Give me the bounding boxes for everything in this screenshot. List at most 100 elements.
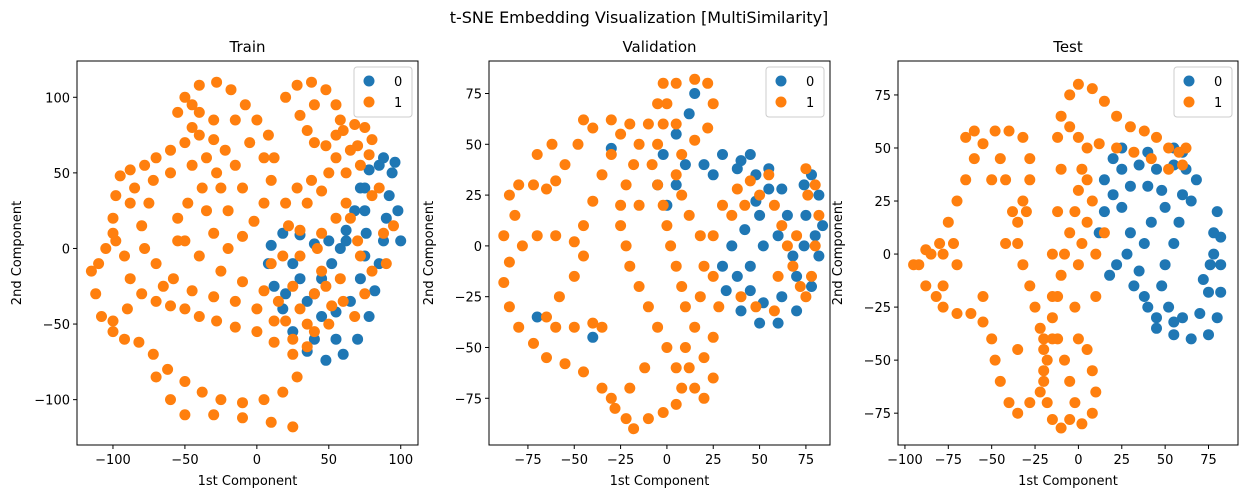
scatter-point-class-1 (657, 118, 669, 130)
scatter-point-class-1 (133, 336, 145, 348)
scatter-point-class-1 (316, 227, 328, 239)
scatter-point-class-0 (772, 317, 784, 329)
scatter-point-class-0 (1124, 227, 1136, 239)
scatter-point-class-1 (498, 230, 510, 242)
scatter-point-class-1 (186, 99, 198, 111)
scatter-point-class-1 (624, 382, 636, 394)
scatter-point-class-1 (1046, 312, 1058, 324)
scatter-point-class-1 (268, 152, 280, 164)
scatter-point-class-1 (1151, 131, 1162, 143)
scatter-point-class-0 (720, 285, 732, 297)
scatter-point-class-1 (222, 243, 234, 254)
scatter-point-class-1 (265, 174, 277, 186)
scatter-point-class-1 (937, 301, 949, 313)
scatter-point-class-1 (620, 240, 632, 252)
scatter-point-class-1 (1007, 206, 1018, 218)
scatter-point-class-1 (661, 220, 673, 232)
scatter-point-class-1 (291, 79, 303, 91)
scatter-point-class-1 (503, 189, 515, 201)
scatter-point-class-1 (110, 190, 122, 202)
scatter-point-class-1 (1052, 206, 1064, 218)
x-tick-label: 0 (663, 453, 671, 468)
scatter-point-class-1 (229, 295, 241, 307)
scatter-point-class-0 (1197, 274, 1209, 285)
scatter-point-class-1 (763, 169, 775, 181)
scatter-point-class-1 (726, 209, 738, 221)
scatter-point-class-1 (615, 128, 627, 140)
scatter-point-class-1 (1180, 142, 1192, 154)
scatter-point-class-0 (1185, 195, 1197, 207)
scatter-point-class-1 (559, 358, 571, 370)
scatter-point-class-1 (215, 182, 227, 194)
scatter-point-class-1 (359, 288, 371, 300)
x-tick-label: −100 (95, 453, 131, 468)
scatter-point-class-0 (1168, 316, 1180, 328)
scatter-point-class-1 (124, 164, 136, 176)
scatter-point-class-0 (277, 227, 289, 239)
scatter-point-class-1 (578, 114, 589, 126)
scatter-point-class-1 (1003, 125, 1015, 137)
x-tick-label: 25 (705, 453, 722, 468)
scatter-point-class-1 (100, 243, 112, 254)
scatter-point-class-1 (308, 326, 320, 338)
scatter-point-class-1 (1124, 121, 1136, 133)
scatter-point-class-1 (652, 179, 664, 191)
scatter-point-class-0 (817, 220, 829, 232)
scatter-point-class-0 (1190, 174, 1202, 186)
axes-frame (897, 60, 1239, 446)
scatter-point-class-1 (679, 301, 691, 313)
scatter-point-class-1 (1076, 418, 1088, 430)
scatter-point-class-1 (1052, 131, 1064, 143)
scatter-point-class-1 (258, 197, 270, 209)
scatter-point-class-1 (670, 398, 682, 410)
scatter-point-class-1 (568, 236, 580, 248)
scatter-point-class-0 (531, 311, 543, 323)
legend-label: 1 (806, 96, 814, 111)
scatter-point-class-1 (277, 250, 289, 262)
scatter-point-class-1 (215, 394, 227, 406)
subplot-title: Train (229, 38, 266, 56)
scatter-point-class-1 (1052, 291, 1064, 302)
scatter-point-class-1 (642, 413, 654, 425)
scatter-point-class-1 (193, 79, 205, 91)
scatter-point-class-1 (1086, 407, 1098, 419)
scatter-point-class-1 (258, 285, 270, 297)
scatter-points (498, 73, 829, 435)
scatter-point-class-1 (639, 362, 651, 374)
scatter-point-class-1 (340, 167, 352, 179)
scatter-point-class-1 (1024, 174, 1036, 186)
scatter-point-class-1 (702, 77, 714, 89)
scatter-point-class-1 (306, 76, 317, 88)
scatter-point-class-0 (316, 311, 328, 322)
scatter-point-class-0 (813, 250, 825, 262)
scatter-point-class-0 (683, 108, 695, 120)
scatter-point-class-1 (1017, 259, 1029, 271)
scatter-point-class-0 (744, 260, 756, 272)
scatter-point-class-1 (363, 149, 375, 161)
scatter-point-class-0 (1128, 280, 1140, 292)
legend-marker-class-0 (1183, 75, 1195, 87)
scatter-point-class-1 (657, 199, 669, 211)
scatter-point-class-1 (1024, 153, 1036, 165)
y-tick-label: 50 (465, 138, 482, 153)
scatter-point-class-1 (301, 341, 313, 353)
scatter-point-class-0 (1098, 206, 1110, 218)
scatter-point-class-1 (960, 131, 972, 143)
scatter-point-class-1 (157, 280, 169, 292)
axes-frame (76, 60, 419, 446)
scatter-point-class-1 (366, 190, 378, 202)
scatter-point-class-0 (754, 317, 766, 329)
scatter-point-class-1 (754, 189, 766, 201)
scatter-point-class-1 (186, 122, 198, 133)
scatter-point-class-1 (211, 167, 223, 179)
scatter-point-class-0 (806, 281, 817, 292)
scatter-point-class-0 (781, 209, 793, 221)
scatter-point-class-1 (1000, 238, 1012, 249)
subplot-title: Test (1052, 38, 1083, 56)
scatter-point-class-1 (1081, 174, 1093, 186)
scatter-point-class-1 (1072, 184, 1084, 196)
scatter-point-class-0 (287, 326, 299, 338)
scatter-point-class-1 (937, 248, 949, 260)
scatter-point-class-0 (359, 182, 371, 194)
scatter-point-class-1 (301, 125, 313, 136)
